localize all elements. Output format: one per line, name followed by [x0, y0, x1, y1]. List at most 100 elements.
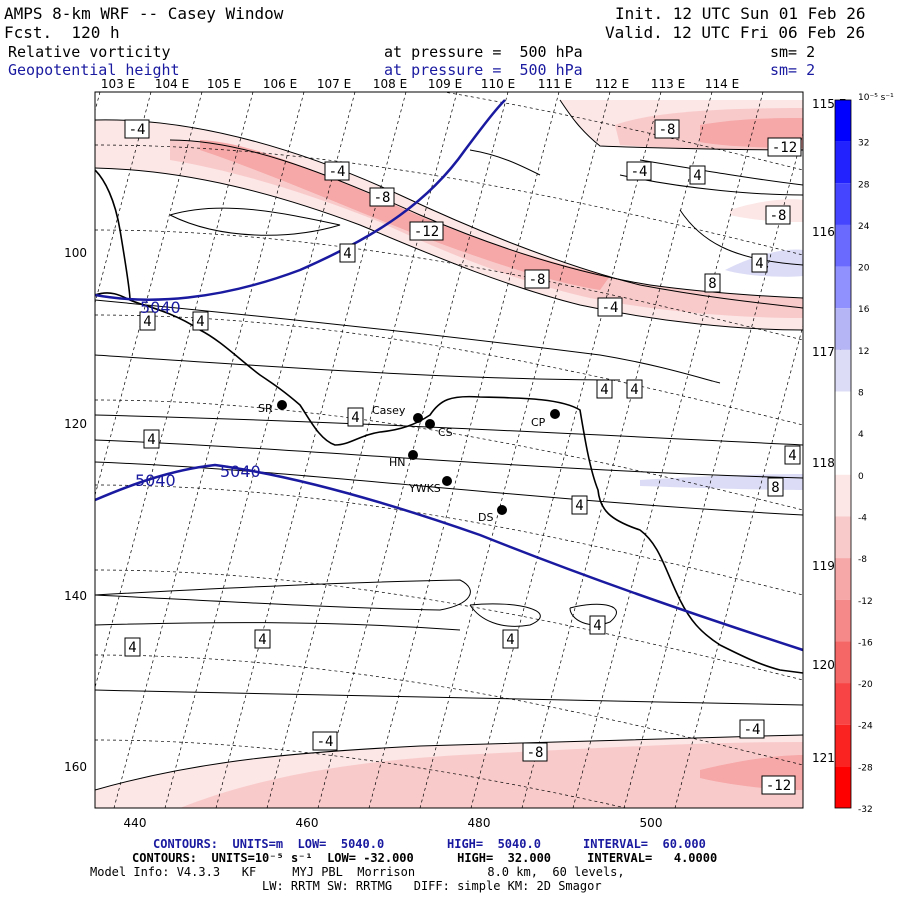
parallel-line — [95, 229, 803, 341]
height-label-south-a: 5040 — [135, 471, 176, 490]
vorticity-label-box — [767, 137, 802, 157]
vorticity-label-box — [502, 629, 519, 649]
vorticity-contour-line — [639, 159, 803, 186]
top-longitude-label: 107 E — [317, 77, 351, 91]
colorbar-segment — [835, 349, 851, 392]
colorbar-tick-label: 20 — [858, 264, 870, 274]
vorticity-label-box — [369, 187, 395, 207]
vorticity-label: -4 — [602, 300, 619, 316]
chart-title: AMPS 8-km WRF -- Casey Window — [4, 4, 284, 23]
left-axis-label: 100 — [64, 246, 87, 260]
vorticity-label-box — [626, 161, 652, 181]
vorticity-contour-line — [95, 414, 803, 446]
colorbar-segment — [835, 266, 851, 309]
colorbar-tick-label: -28 — [858, 763, 873, 773]
top-longitude-label: 109 E — [428, 77, 462, 91]
vorticity-label-box — [192, 311, 209, 331]
vorticity-label: -4 — [317, 734, 334, 750]
vorticity-contour-line — [95, 439, 803, 479]
top-longitude-label: 112 E — [595, 77, 629, 91]
meridian-line — [95, 92, 152, 305]
field1-name: Relative vorticity — [8, 43, 171, 61]
bottom-axis-label: 460 — [296, 816, 319, 830]
colorbar-tick-label: -8 — [858, 555, 867, 565]
colorbar-segment — [835, 100, 851, 142]
vorticity-fill-positive-mid — [640, 474, 803, 490]
vorticity-label-box — [765, 205, 791, 225]
meridian-line — [95, 92, 101, 113]
station-marker-sr — [277, 400, 287, 410]
colorbar-segment — [835, 558, 851, 600]
station-marker-cp — [550, 409, 560, 419]
colorbar-segment — [835, 183, 851, 225]
vorticity-label-box — [522, 742, 548, 762]
colorbar-segment — [835, 516, 851, 559]
vorticity-label-box — [626, 379, 643, 399]
top-longitude-label: 111 E — [538, 77, 572, 91]
parallel-line — [95, 654, 803, 766]
colorbar-segment — [835, 141, 851, 184]
vorticity-label-box — [124, 119, 150, 139]
vorticity-label: 4 — [755, 256, 763, 272]
colorbar-segment — [835, 724, 851, 767]
vorticity-label-box — [739, 719, 765, 739]
height-label-north: 5040 — [140, 298, 181, 317]
colorbar-tick-label: 32 — [858, 139, 869, 149]
colorbar-segment — [835, 766, 851, 808]
field2-level: at pressure = 500 hPa — [384, 61, 583, 79]
colorbar-tick-label: 24 — [858, 222, 870, 232]
bottom-axis-label: 480 — [468, 816, 491, 830]
vorticity-contour-line — [95, 579, 471, 611]
left-axis-label: 140 — [64, 589, 87, 603]
vorticity-label-box — [654, 119, 680, 139]
height-label-south-b: 5040 — [220, 462, 261, 481]
top-longitude-label: 108 E — [373, 77, 407, 91]
vorticity-label: 4 — [600, 382, 608, 398]
height-contour-south — [95, 463, 803, 652]
graticule — [95, 92, 803, 808]
station-marker-ywks — [442, 476, 452, 486]
colorbar-tick-label: 0 — [858, 472, 864, 482]
colorbar-tick-label: -32 — [858, 805, 873, 815]
vorticity-label-box — [254, 629, 271, 649]
vorticity-contour-line — [95, 689, 803, 706]
top-longitude-label: 114 E — [705, 77, 739, 91]
colorbar-segment — [835, 599, 851, 642]
left-axis-label: 160 — [64, 760, 87, 774]
vorticity-label-box — [589, 615, 606, 635]
vorticity-label: 4 — [693, 168, 701, 184]
vorticity-label: 4 — [128, 640, 136, 656]
vorticity-contour-line — [169, 207, 341, 236]
colorbar-tick-label: -12 — [858, 597, 873, 607]
parallel-line — [95, 739, 628, 808]
vorticity-label: 4 — [258, 632, 266, 648]
colorbar-units: 10⁻⁵ s⁻¹ — [858, 93, 894, 103]
vorticity-label: -4 — [744, 722, 761, 738]
forecast-hour: Fcst. 120 h — [4, 23, 120, 42]
footer-physics: LW: RRTM SW: RRTMG DIFF: simple KM: 2D S… — [262, 879, 602, 893]
parallel-line — [95, 484, 803, 596]
colorbar-tick-label: 12 — [858, 347, 869, 357]
colorbar-tick-label: -4 — [858, 513, 867, 523]
vorticity-label: -4 — [631, 164, 648, 180]
colorbar-segment — [835, 474, 851, 517]
parallel-line — [95, 399, 803, 511]
vorticity-label-box — [124, 637, 141, 657]
vorticity-label: -12 — [414, 224, 439, 240]
vorticity-label: -8 — [529, 272, 546, 288]
colorbar-tick-label: 28 — [858, 180, 870, 190]
vorticity-contour-line — [95, 119, 803, 309]
vorticity-contour-line — [95, 622, 461, 631]
vorticity-contours — [95, 99, 803, 791]
vorticity-label: 4 — [143, 314, 151, 330]
vorticity-label-box — [324, 161, 350, 181]
field2-name: Geopotential height — [8, 61, 180, 79]
vorticity-label-box — [339, 243, 356, 263]
meridian-line — [95, 92, 254, 689]
valid-time: Valid. 12 UTC Fri 06 Feb 26 — [605, 23, 866, 42]
vorticity-label: 4 — [506, 632, 514, 648]
